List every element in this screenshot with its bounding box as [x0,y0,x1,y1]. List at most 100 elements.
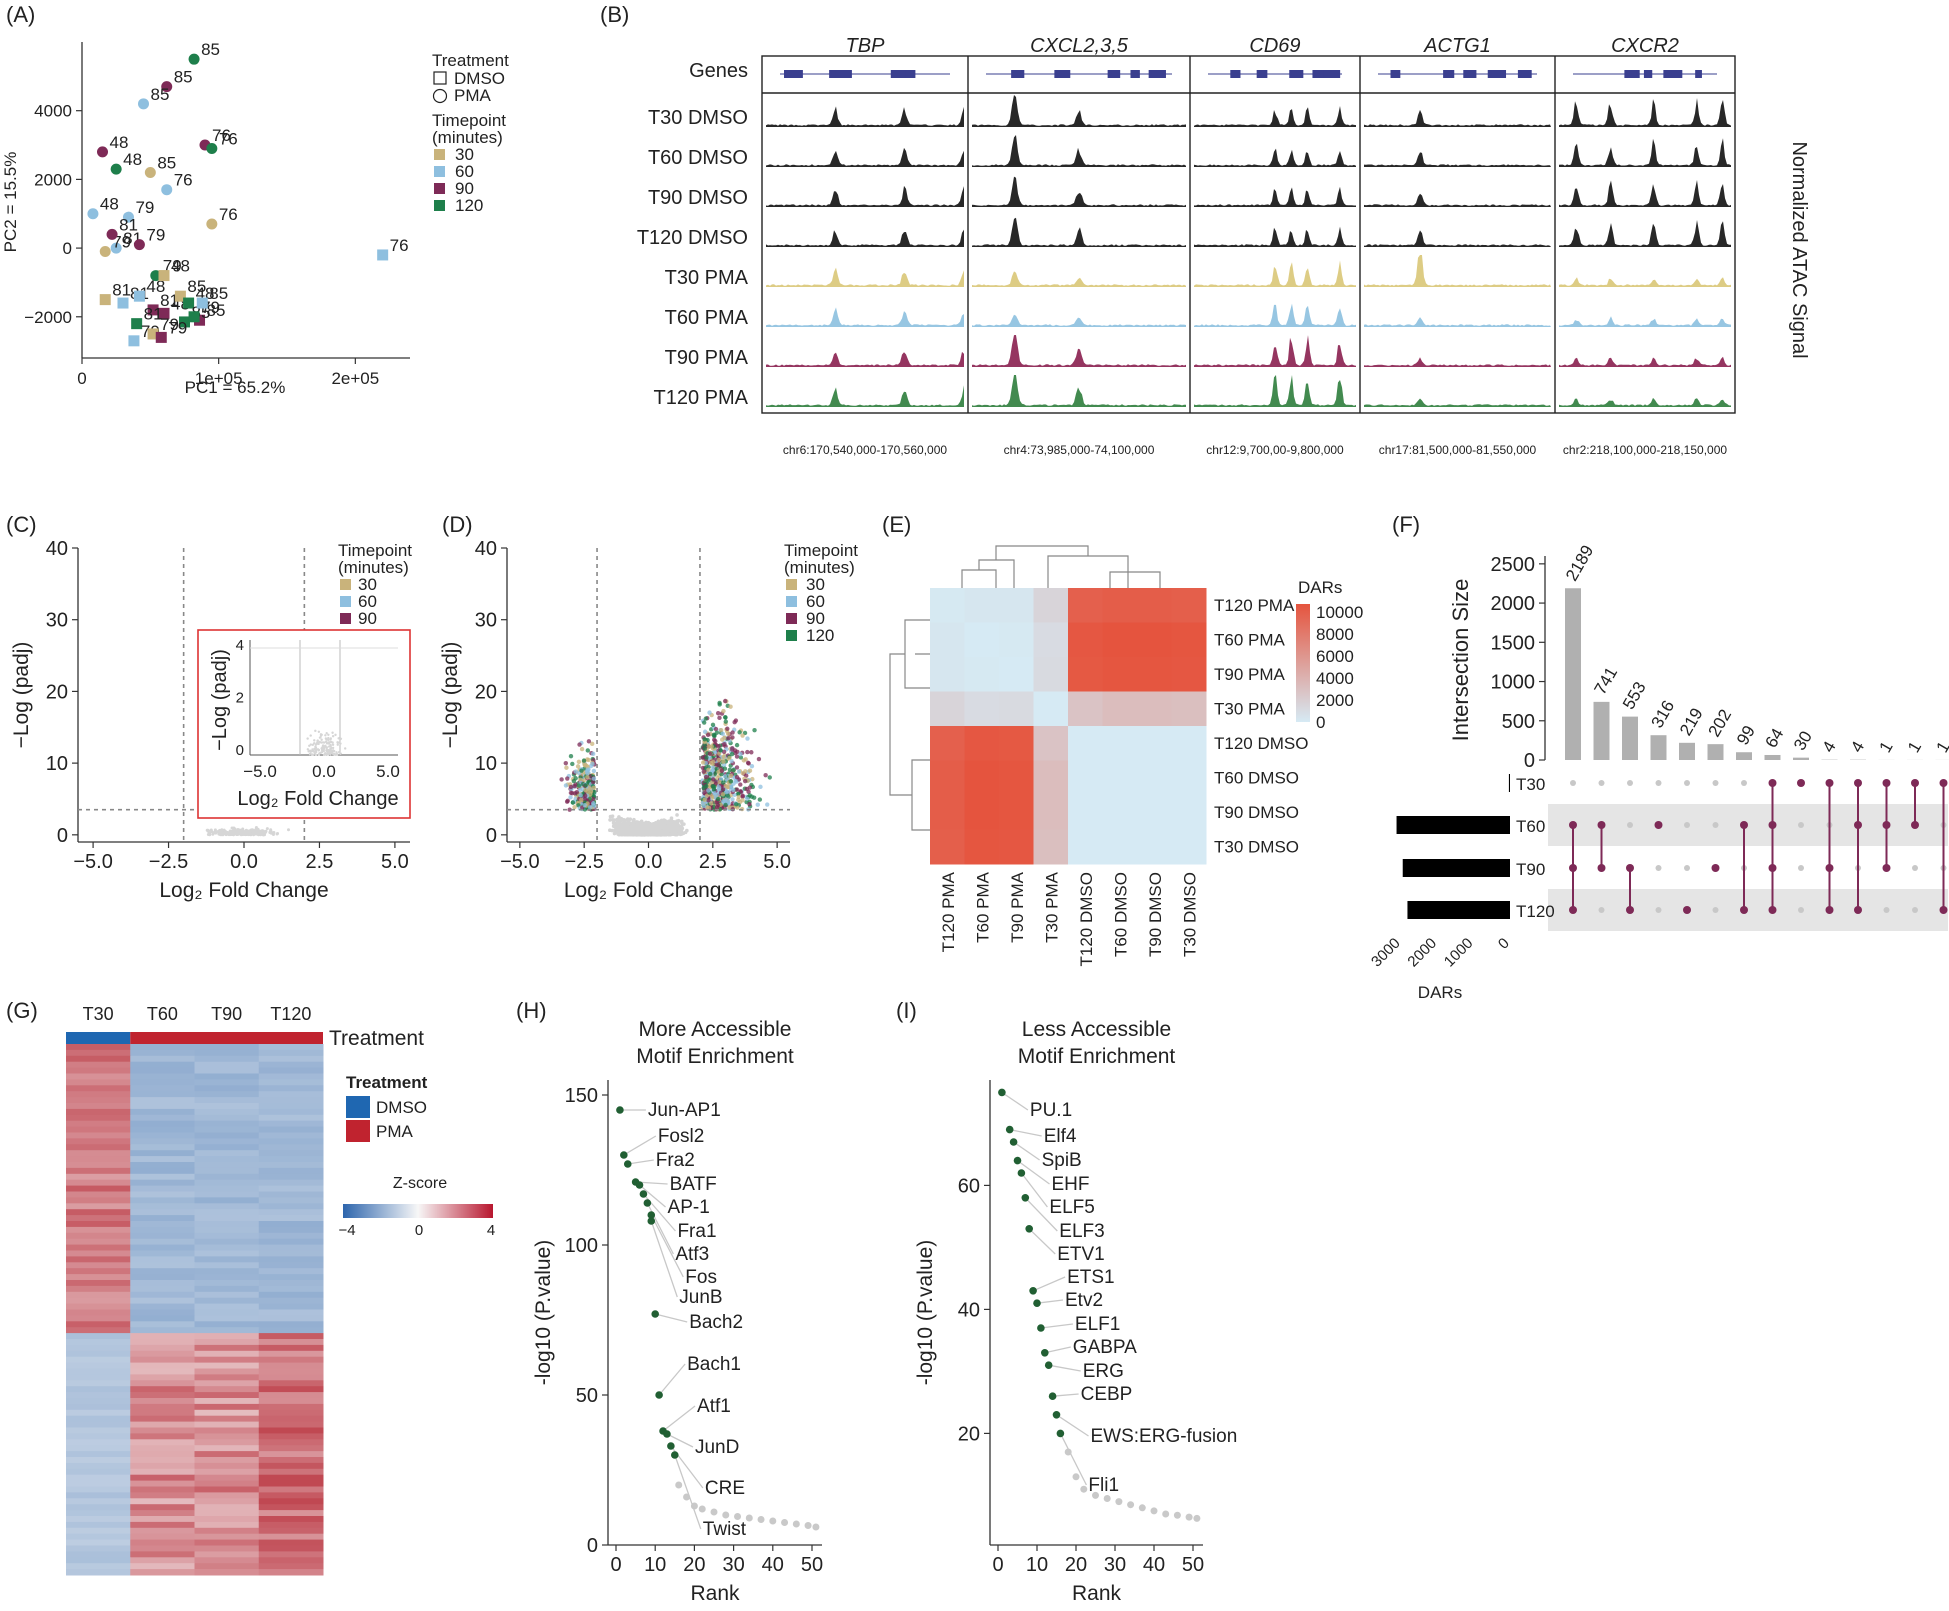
legend-label: 60 [806,592,825,611]
zscore-cell [130,1569,195,1576]
heatmap-cell [999,622,1034,658]
volcano-point-ns [286,828,290,832]
volcano-point-sig [568,753,574,759]
zscore-cell [66,1362,131,1369]
motif-point-other [1173,1511,1181,1519]
volcano-point-sig [588,789,594,794]
volcano-point-sig [702,737,707,742]
legend-swatch [340,613,351,624]
inset-point [309,734,312,737]
volcano-point-ns [226,832,230,836]
zscore-cell [258,1215,324,1222]
zscore-cell [66,1179,131,1187]
track-label: T120 PMA [654,387,749,409]
heatmap-cell [1033,829,1069,865]
heatmap-cell [1102,691,1138,727]
volcano-point-ns [657,831,661,835]
zscore-cell [130,1226,195,1234]
x-tick-label: 0.0 [635,851,663,873]
zscore-cell [66,1451,131,1458]
zscore-cell [258,1280,324,1287]
zscore-cell [194,1108,260,1116]
volcano-point-sig [582,802,587,808]
pca-point-label: 85 [209,284,228,303]
legend-tick-label: 8000 [1316,625,1354,644]
zscore-cell [194,1368,260,1375]
exon-block [1463,70,1477,78]
y-tick-label: 0 [486,825,497,847]
motif-label: Jun-AP1 [648,1100,721,1121]
motif-point [1005,1125,1014,1134]
zscore-cell [258,1380,324,1387]
volcano-point-sig [586,739,592,744]
membership-dot-off [1712,907,1719,913]
zscore-cell [130,1256,195,1263]
membership-dot-off [1684,865,1690,871]
atac-signal [766,147,964,167]
motif-label: ERG [1083,1361,1124,1382]
x-tick-label: 0 [992,1554,1003,1576]
inset-point [309,743,313,746]
pca-point-label: 81 [119,215,138,234]
volcano-point-ns [611,821,616,825]
y-tick-label: 100 [565,1235,598,1257]
label-leader [1052,1393,1079,1397]
legend-label: 120 [455,196,483,215]
inset-point [327,741,331,744]
zscore-cell [66,1474,131,1482]
legend-label: 30 [455,145,474,164]
zscore-cell [66,1321,131,1328]
zscore-cell [130,1510,195,1517]
col-label: T120 PMA [939,871,958,952]
heatmap-cell [964,622,1000,658]
volcano-point-sig [747,802,752,807]
membership-dot-off [1798,865,1804,871]
heatmap-cell [964,691,1000,727]
zscore-cell [194,1480,260,1487]
atac-signal [1559,138,1731,167]
zscore-cell [194,1545,260,1552]
zscore-cell [194,1457,260,1464]
volcano-point-sig [570,761,575,767]
legend-swatch [786,579,797,590]
zscore-cell [130,1079,195,1086]
bar-value-label: 219 [1676,705,1707,739]
legend-swatch [434,166,445,177]
heatmap-cell [1171,691,1207,727]
inset-point [322,748,325,752]
volcano-point-ns [679,819,684,824]
volcano-point-sig [587,786,592,791]
volcano-point-sig [716,785,722,790]
legend-title: Treatment [432,51,509,70]
zscore-cell [130,1303,195,1310]
panel-label-d: (D) [442,512,473,537]
volcano-point-sig [706,767,711,773]
volcano-point-ns [677,828,681,832]
atac-signal [766,229,964,247]
zscore-cell [130,1527,195,1535]
intersection-bar [1622,716,1638,760]
atac-signal [1194,375,1356,407]
motif-point-other [781,1519,789,1526]
zscore-cell [66,1055,131,1063]
volcano-point-sig [738,751,743,757]
zscore-cell [258,1285,324,1293]
legend-label: PMA [454,86,492,105]
zscore-cell [66,1350,131,1358]
zscore-cell [194,1333,260,1340]
pca-point-label: 48 [123,150,142,169]
inset-point [332,749,336,753]
zscore-cell [66,1044,131,1051]
x-tick-label: 0 [77,369,86,388]
volcano-point-sig [720,787,726,792]
volcano-point-sig [710,759,716,765]
membership-dot-off [1570,780,1576,786]
heatmap-cell [1033,588,1069,623]
inset-point [337,750,341,754]
volcano-point-sig [722,766,728,771]
zscore-cell [130,1321,195,1328]
inset-point [327,733,330,736]
volcano-point-sig [581,758,587,763]
motif-point-other [1092,1491,1099,1499]
zscore-cell [194,1380,260,1387]
